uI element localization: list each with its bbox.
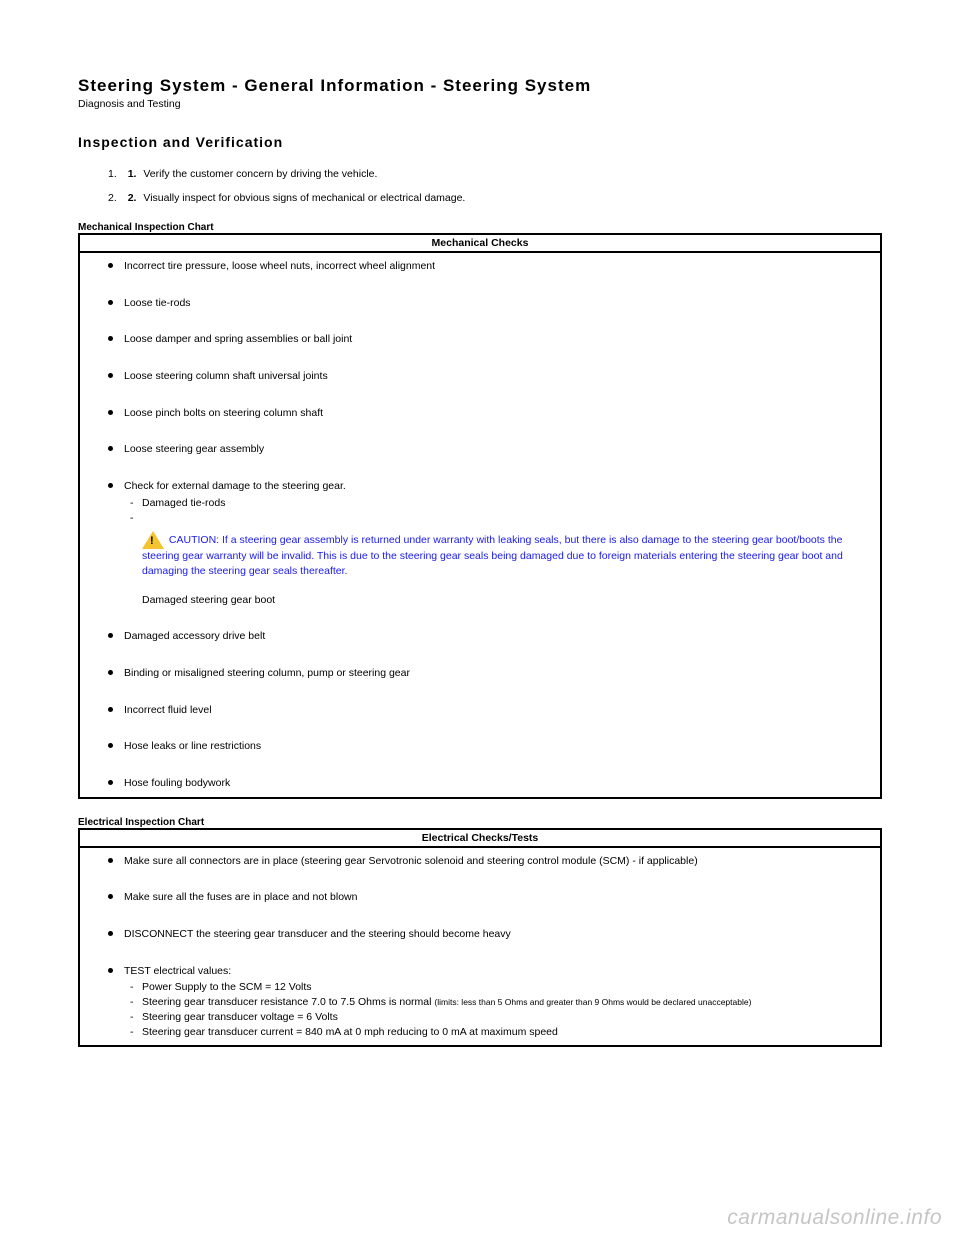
elec-item-test: TEST electrical values: Power Supply to … bbox=[100, 964, 860, 1039]
watermark-text: carmanualsonline.info bbox=[727, 1206, 942, 1230]
step-text: Verify the customer concern by driving t… bbox=[143, 168, 377, 180]
elec-sub-item: Steering gear transducer current = 840 m… bbox=[124, 1025, 860, 1040]
page-subtitle: Diagnosis and Testing bbox=[78, 98, 882, 110]
mech-sub-item-empty bbox=[124, 511, 860, 526]
post-caution-text: Damaged steering gear boot bbox=[124, 593, 860, 608]
elec-sub-item: Steering gear transducer voltage = 6 Vol… bbox=[124, 1010, 860, 1025]
mech-sub-item: Damaged tie-rods bbox=[124, 496, 860, 511]
mech-item: Binding or misaligned steering column, p… bbox=[100, 666, 860, 681]
mech-item: Hose leaks or line restrictions bbox=[100, 739, 860, 754]
mechanical-chart-header: Mechanical Checks bbox=[79, 234, 881, 252]
mech-item: Loose damper and spring assemblies or ba… bbox=[100, 332, 860, 347]
mech-item: Incorrect fluid level bbox=[100, 703, 860, 718]
mech-item: Loose steering gear assembly bbox=[100, 442, 860, 457]
elec-limits-note: (limits: less than 5 Ohms and greater th… bbox=[434, 997, 751, 1007]
step-2: 2. 2. Visually inspect for obvious signs… bbox=[78, 192, 882, 204]
section-heading: Inspection and Verification bbox=[78, 134, 882, 150]
electrical-chart-body: Make sure all connectors are in place (s… bbox=[79, 847, 881, 1047]
mech-item: Hose fouling bodywork bbox=[100, 776, 860, 791]
caution-block: CAUTION: If a steering gear assembly is … bbox=[124, 531, 860, 578]
mech-item: Loose tie-rods bbox=[100, 296, 860, 311]
document-page: Steering System - General Information - … bbox=[0, 0, 960, 1242]
elec-sub-item: Steering gear transducer resistance 7.0 … bbox=[124, 995, 860, 1010]
mechanical-chart-table: Mechanical Checks Incorrect tire pressur… bbox=[78, 233, 882, 799]
mech-item-damage: Check for external damage to the steerin… bbox=[100, 479, 860, 607]
elec-item: DISCONNECT the steering gear transducer … bbox=[100, 927, 860, 942]
step-inner-num: 2. bbox=[128, 192, 137, 204]
mechanical-chart-label: Mechanical Inspection Chart bbox=[78, 222, 882, 233]
mech-item: Damaged accessory drive belt bbox=[100, 629, 860, 644]
electrical-chart-label: Electrical Inspection Chart bbox=[78, 817, 882, 828]
elec-item: Make sure all connectors are in place (s… bbox=[100, 854, 860, 869]
electrical-chart-header: Electrical Checks/Tests bbox=[79, 829, 881, 847]
mech-damage-text: Check for external damage to the steerin… bbox=[124, 480, 346, 492]
mech-item: Loose steering column shaft universal jo… bbox=[100, 369, 860, 384]
electrical-chart-table: Electrical Checks/Tests Make sure all co… bbox=[78, 828, 882, 1048]
caution-triangle-icon bbox=[142, 531, 164, 549]
mech-item: Incorrect tire pressure, loose wheel nut… bbox=[100, 259, 860, 274]
mechanical-chart-body: Incorrect tire pressure, loose wheel nut… bbox=[79, 252, 881, 798]
step-1: 1. 1. Verify the customer concern by dri… bbox=[78, 168, 882, 180]
step-inner-num: 1. bbox=[128, 168, 137, 180]
step-outer-num: 2. bbox=[108, 192, 117, 204]
caution-text: CAUTION: If a steering gear assembly is … bbox=[142, 534, 843, 577]
elec-sub-item: Power Supply to the SCM = 12 Volts bbox=[124, 980, 860, 995]
step-outer-num: 1. bbox=[108, 168, 117, 180]
elec-test-label: TEST electrical values: bbox=[124, 965, 231, 977]
step-text: Visually inspect for obvious signs of me… bbox=[143, 192, 465, 204]
elec-item: Make sure all the fuses are in place and… bbox=[100, 890, 860, 905]
mech-item: Loose pinch bolts on steering column sha… bbox=[100, 406, 860, 421]
page-title: Steering System - General Information - … bbox=[78, 76, 882, 96]
